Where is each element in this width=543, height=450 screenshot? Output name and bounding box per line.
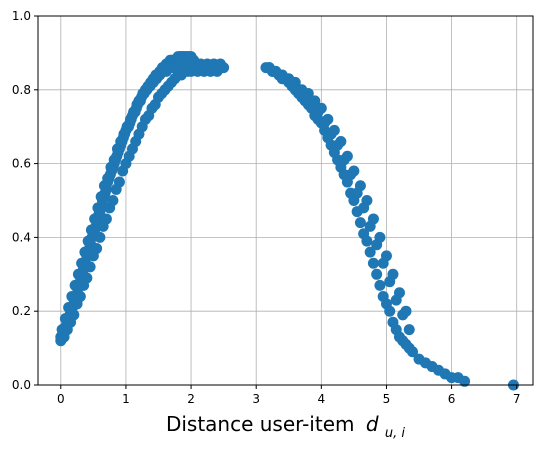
x-tick-label-3: 3	[252, 392, 260, 406]
x-tick-label-5: 5	[383, 392, 391, 406]
scatter-point	[384, 276, 395, 287]
scatter-point	[339, 154, 350, 165]
scatter-point	[96, 191, 107, 202]
scatter-point	[374, 280, 385, 291]
y-tick-label-4: 0.8	[12, 83, 31, 97]
x-tick-label-0: 0	[57, 392, 65, 406]
y-tick-label-2: 0.4	[12, 230, 31, 244]
x-tick-label-6: 6	[448, 392, 456, 406]
scatter-point	[73, 269, 84, 280]
y-tick-label-5: 1.0	[12, 9, 31, 23]
scatter-point	[86, 225, 97, 236]
points-layer	[55, 51, 519, 390]
scatter-point	[352, 188, 363, 199]
scatter-point	[107, 195, 118, 206]
scatter-point	[313, 106, 324, 117]
x-tick-label-7: 7	[513, 392, 521, 406]
scatter-point	[404, 324, 415, 335]
scatter-point	[66, 291, 77, 302]
x-axis-label-subscript: u, i	[385, 426, 406, 441]
scatter-point	[92, 202, 103, 213]
scatter-point	[384, 306, 395, 317]
scatter-point	[345, 169, 356, 180]
x-axis-label-text: Distance user-item	[166, 412, 355, 436]
x-axis-label: Distance user-item d u, i	[166, 412, 405, 441]
y-tick-label-1: 0.2	[12, 304, 31, 318]
scatter-point	[101, 213, 112, 224]
scatter-point	[63, 302, 74, 313]
scatter-point	[102, 173, 113, 184]
y-tick-label-3: 0.6	[12, 157, 31, 171]
scatter-point	[332, 140, 343, 151]
scatter-point	[326, 129, 337, 140]
x-tick-label-1: 1	[122, 392, 130, 406]
scatter-point	[215, 58, 226, 69]
scatter-point	[70, 280, 81, 291]
scatter-point	[114, 177, 125, 188]
scatter-point	[365, 221, 376, 232]
scatter-point	[94, 232, 105, 243]
x-tick-label-2: 2	[187, 392, 195, 406]
scatter-point	[57, 324, 68, 335]
scatter-point	[371, 239, 382, 250]
scatter-point	[361, 236, 372, 247]
scatter-point	[355, 217, 366, 228]
scatter-point	[391, 295, 402, 306]
x-axis-label-symbol: d	[366, 412, 379, 436]
scatter-point	[76, 258, 87, 269]
scatter-point	[89, 213, 100, 224]
x-tick-label-4: 4	[318, 392, 326, 406]
scatter-point	[83, 236, 94, 247]
scatter-point	[358, 202, 369, 213]
scatter-point	[91, 243, 102, 254]
scatter-point	[397, 309, 408, 320]
scatter-point	[60, 313, 71, 324]
y-tick-label-0: 0.0	[12, 378, 31, 392]
scatter-point	[371, 269, 382, 280]
scatter-point	[378, 258, 389, 269]
scatter-point	[368, 258, 379, 269]
scatter-point	[319, 118, 330, 129]
scatter-point	[109, 154, 120, 165]
scatter-point	[79, 247, 90, 258]
